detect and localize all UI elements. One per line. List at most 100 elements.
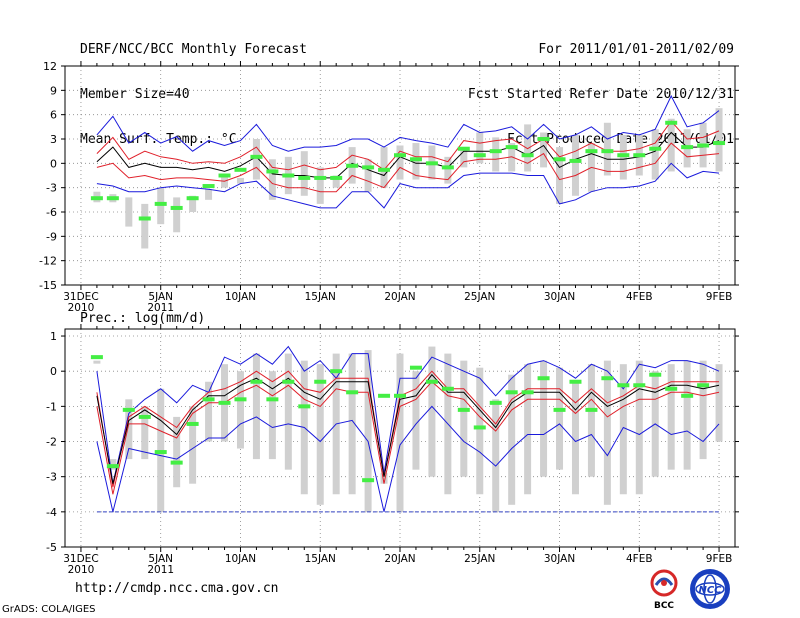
observed-marker [425, 379, 438, 384]
observed-marker [713, 141, 726, 146]
observed-marker [298, 175, 311, 180]
observed-marker [473, 153, 486, 158]
observed-marker [122, 407, 135, 412]
range-box [316, 364, 324, 505]
range-box [252, 139, 260, 180]
range-box [667, 118, 675, 172]
range-box [252, 353, 260, 460]
observed-marker [601, 149, 614, 154]
observed-marker [106, 464, 119, 469]
observed-marker [585, 407, 598, 412]
range-box [141, 406, 149, 460]
footer-url[interactable]: http://cmdp.ncc.cma.gov.cn [75, 581, 279, 596]
observed-marker [665, 386, 678, 391]
range-box [380, 473, 388, 484]
observed-marker [202, 184, 215, 189]
x-tick-sublabel: 2011 [147, 302, 174, 314]
observed-marker [569, 158, 582, 163]
range-box [667, 364, 675, 470]
range-box [300, 151, 308, 196]
range-box [93, 360, 101, 364]
range-box [348, 353, 356, 495]
observed-marker [186, 421, 199, 426]
y-tick-label: 0 [50, 365, 57, 378]
y-tick-label: -2 [46, 436, 57, 449]
range-box [268, 159, 276, 200]
observed-marker [266, 169, 279, 174]
x-tick-label: 4FEB [626, 553, 653, 565]
observed-marker [378, 167, 391, 172]
range-box [540, 132, 548, 168]
range-box [492, 137, 500, 172]
observed-marker [314, 175, 327, 180]
range-box [412, 143, 420, 180]
observed-marker [154, 201, 167, 206]
observed-marker [505, 145, 518, 150]
y-tick-label: -9 [46, 230, 57, 243]
range-box [476, 132, 484, 164]
header-title: DERF/NCC/BCC Monthly Forecast [80, 42, 307, 57]
observed-marker [681, 145, 694, 150]
range-box [125, 399, 133, 460]
observed-marker [234, 167, 247, 172]
range-box [268, 371, 276, 460]
series-line-lower [96, 142, 720, 193]
range-box [460, 360, 468, 477]
range-box [540, 360, 548, 477]
x-tick-label: 31DEC [63, 291, 98, 303]
y-tick-label: -3 [46, 471, 57, 484]
range-box [364, 159, 372, 192]
observed-marker [250, 379, 263, 384]
range-box [587, 364, 595, 477]
range-box [619, 134, 627, 180]
range-box [157, 187, 165, 225]
observed-marker [362, 478, 375, 483]
x-tick-label: 30JAN [544, 553, 575, 565]
observed-marker [489, 400, 502, 405]
panel-title: Prec.: log(mm/d) [80, 311, 205, 326]
range-box [635, 360, 643, 495]
series-line-mean [96, 373, 720, 484]
observed-marker [106, 196, 119, 201]
observed-marker [186, 196, 199, 201]
observed-marker [649, 372, 662, 377]
observed-marker [394, 393, 406, 398]
observed-marker [425, 161, 438, 166]
range-box [699, 360, 707, 460]
y-tick-label: 3 [50, 133, 57, 146]
series-line-min [96, 405, 720, 512]
x-tick-label: 5JAN [148, 291, 173, 303]
observed-marker [378, 393, 391, 398]
y-tick-label: 1 [50, 330, 57, 343]
range-box [173, 416, 181, 488]
x-tick-label: 9FEB [706, 553, 733, 565]
observed-marker [489, 149, 502, 154]
range-box [380, 147, 388, 188]
observed-marker [330, 369, 343, 374]
observed-marker [346, 163, 359, 168]
observed-marker [394, 153, 406, 158]
range-box [556, 367, 564, 470]
range-box [492, 399, 500, 512]
range-box [428, 346, 436, 477]
observed-marker [409, 157, 422, 162]
observed-marker [665, 120, 678, 125]
range-box [683, 360, 691, 470]
observed-marker [457, 407, 470, 412]
header-start-date: Fcst Started Refer Date 2010/12/31 [467, 87, 734, 102]
observed-marker [202, 397, 215, 402]
observed-marker [585, 149, 598, 154]
range-box [236, 177, 244, 184]
series-line-max [96, 345, 720, 484]
range-box [364, 350, 372, 512]
y-tick-label: -6 [46, 206, 57, 219]
range-box [651, 129, 659, 180]
x-tick-sublabel: 2010 [68, 564, 95, 576]
observed-marker [234, 397, 247, 402]
observed-marker [250, 154, 263, 159]
range-box [396, 145, 404, 180]
observed-marker [697, 383, 710, 388]
